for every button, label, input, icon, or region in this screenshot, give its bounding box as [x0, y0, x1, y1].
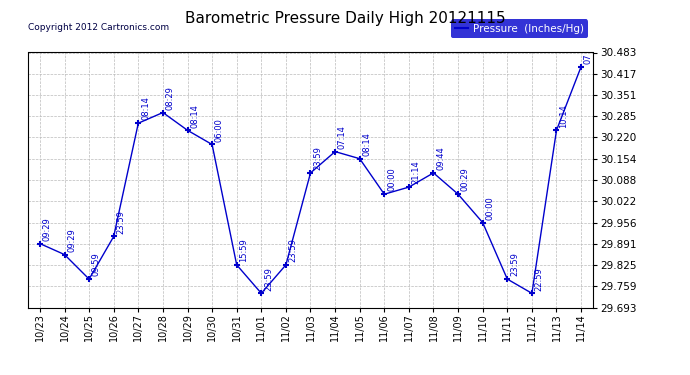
Text: 09:44: 09:44 [436, 146, 445, 170]
Text: 22:59: 22:59 [535, 267, 544, 291]
Text: 00:00: 00:00 [486, 196, 495, 220]
Text: 00:29: 00:29 [461, 168, 470, 191]
Text: 23:59: 23:59 [313, 146, 322, 170]
Text: 07: 07 [584, 53, 593, 64]
Text: 09:29: 09:29 [43, 217, 52, 241]
Text: 08:14: 08:14 [141, 96, 150, 120]
Text: Barometric Pressure Daily High 20121115: Barometric Pressure Daily High 20121115 [185, 11, 505, 26]
Text: 06:00: 06:00 [215, 118, 224, 142]
Text: 07:14: 07:14 [338, 125, 347, 149]
Text: 00:00: 00:00 [387, 168, 396, 191]
Text: 23:59: 23:59 [264, 267, 273, 291]
Text: 23:59: 23:59 [288, 238, 297, 262]
Text: 08:29: 08:29 [166, 86, 175, 110]
Text: 08:14: 08:14 [190, 104, 199, 128]
Text: 09:59: 09:59 [92, 253, 101, 276]
Text: 08:14: 08:14 [362, 132, 371, 156]
Text: 23:59: 23:59 [510, 252, 519, 276]
Text: 09:29: 09:29 [68, 228, 77, 252]
Text: 23:59: 23:59 [117, 210, 126, 234]
Text: 15:59: 15:59 [239, 238, 248, 262]
Legend: Pressure  (Inches/Hg): Pressure (Inches/Hg) [451, 20, 588, 38]
Text: Copyright 2012 Cartronics.com: Copyright 2012 Cartronics.com [28, 23, 169, 32]
Text: 10:14: 10:14 [560, 104, 569, 128]
Text: 21:14: 21:14 [412, 160, 421, 184]
